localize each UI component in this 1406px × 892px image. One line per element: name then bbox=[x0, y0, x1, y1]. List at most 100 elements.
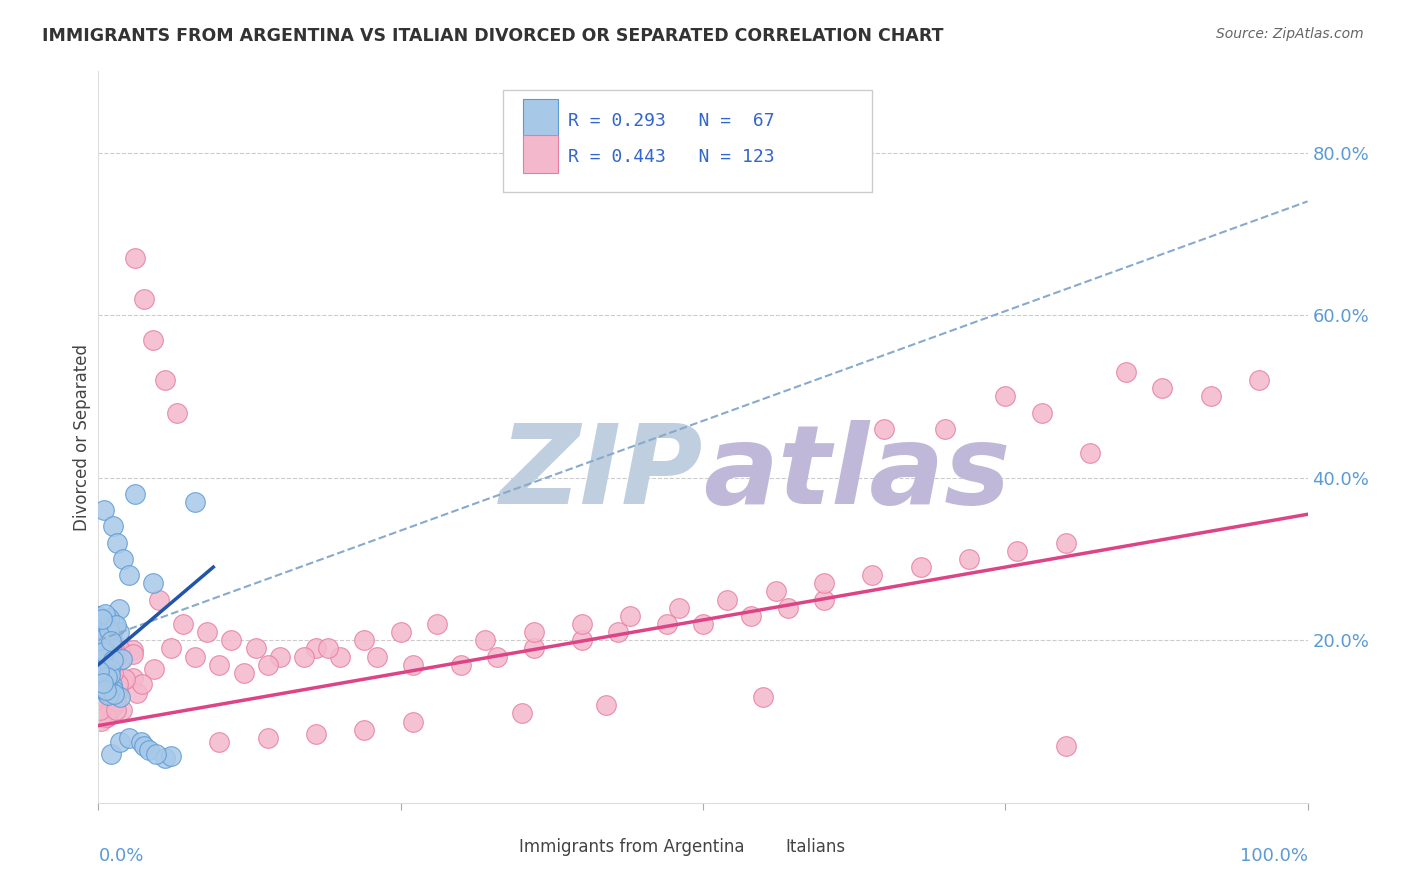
Point bbox=[94, 641, 117, 656]
Point bbox=[97, 636, 120, 650]
Point bbox=[90, 662, 112, 676]
Text: ZIP: ZIP bbox=[499, 420, 703, 527]
Point bbox=[148, 592, 170, 607]
Point bbox=[292, 649, 315, 664]
Point bbox=[127, 685, 149, 699]
Point bbox=[153, 751, 176, 765]
Point bbox=[122, 671, 145, 685]
Point bbox=[93, 621, 115, 635]
Point bbox=[103, 617, 125, 632]
Point bbox=[1031, 406, 1053, 420]
Point bbox=[101, 666, 124, 681]
Point bbox=[329, 649, 352, 664]
Point bbox=[486, 649, 509, 664]
Point bbox=[860, 568, 883, 582]
Point bbox=[134, 739, 156, 753]
Point bbox=[607, 625, 630, 640]
Point bbox=[96, 640, 118, 655]
Point bbox=[108, 602, 131, 616]
Point bbox=[142, 576, 165, 591]
Point bbox=[87, 688, 110, 702]
Point bbox=[129, 735, 152, 749]
Point bbox=[93, 634, 115, 648]
Point bbox=[93, 682, 115, 697]
Point bbox=[96, 633, 118, 648]
Point bbox=[91, 680, 114, 694]
Point bbox=[221, 633, 243, 648]
Point bbox=[111, 552, 134, 566]
Point bbox=[90, 714, 112, 728]
Point bbox=[873, 422, 896, 436]
Point bbox=[94, 711, 117, 725]
Point bbox=[103, 687, 125, 701]
Point bbox=[96, 710, 118, 724]
Point bbox=[523, 641, 546, 656]
Point bbox=[256, 657, 278, 672]
Point bbox=[98, 662, 121, 676]
Point bbox=[353, 723, 375, 737]
Point bbox=[90, 643, 112, 657]
Point bbox=[957, 552, 980, 566]
Point bbox=[100, 640, 122, 654]
Point bbox=[134, 292, 156, 306]
Point bbox=[118, 731, 141, 745]
Point bbox=[571, 633, 593, 648]
Point bbox=[934, 422, 956, 436]
Point bbox=[121, 647, 143, 661]
Point bbox=[402, 714, 425, 729]
Point bbox=[96, 673, 118, 687]
Point bbox=[97, 673, 120, 687]
Point bbox=[89, 668, 111, 682]
Point bbox=[89, 630, 111, 644]
Point bbox=[90, 613, 112, 627]
Point bbox=[94, 687, 117, 701]
Point bbox=[98, 658, 121, 673]
Point bbox=[89, 681, 111, 695]
Point bbox=[90, 702, 112, 716]
Point bbox=[994, 389, 1017, 403]
Point bbox=[98, 656, 121, 670]
Point bbox=[96, 683, 118, 698]
Point bbox=[100, 684, 122, 698]
Point bbox=[93, 650, 115, 665]
Point bbox=[153, 373, 176, 387]
Point bbox=[101, 683, 124, 698]
Point bbox=[105, 687, 128, 701]
Point bbox=[96, 670, 118, 684]
Point bbox=[752, 690, 775, 705]
Point bbox=[105, 694, 128, 708]
Point bbox=[94, 607, 117, 621]
Point bbox=[256, 731, 278, 745]
Point bbox=[142, 661, 165, 675]
Point bbox=[523, 625, 546, 640]
Point bbox=[93, 503, 115, 517]
Point bbox=[166, 406, 188, 420]
Point bbox=[426, 617, 449, 632]
Point bbox=[118, 568, 141, 582]
Point bbox=[103, 641, 125, 656]
Point bbox=[160, 748, 183, 763]
Point bbox=[1152, 381, 1174, 395]
Point bbox=[91, 674, 114, 689]
Point bbox=[96, 708, 118, 723]
Point bbox=[172, 617, 194, 632]
Point bbox=[474, 633, 496, 648]
Point bbox=[1054, 535, 1077, 549]
Point bbox=[100, 747, 122, 761]
Point bbox=[510, 706, 533, 721]
Point bbox=[94, 676, 117, 690]
Point bbox=[1078, 446, 1101, 460]
Point bbox=[104, 618, 127, 632]
Point bbox=[107, 677, 129, 691]
Point bbox=[108, 690, 131, 704]
Point bbox=[232, 665, 254, 680]
Point bbox=[91, 645, 114, 659]
Point bbox=[104, 703, 127, 717]
Point bbox=[90, 660, 112, 674]
Point bbox=[96, 673, 118, 687]
Point bbox=[740, 608, 762, 623]
Point bbox=[98, 660, 121, 674]
Y-axis label: Divorced or Separated: Divorced or Separated bbox=[73, 343, 91, 531]
Point bbox=[1249, 373, 1271, 387]
Point bbox=[122, 643, 145, 657]
